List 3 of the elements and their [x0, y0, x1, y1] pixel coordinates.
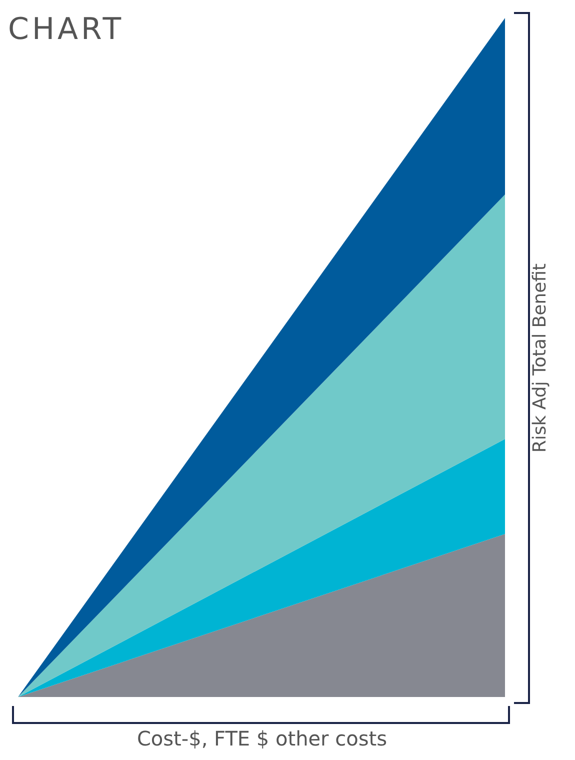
- x-axis-title: Cost-$, FTE $ other costs: [136, 726, 388, 750]
- chart-title: CHART: [8, 12, 124, 47]
- y-axis-title: Risk Adj Total Benefit: [530, 263, 550, 453]
